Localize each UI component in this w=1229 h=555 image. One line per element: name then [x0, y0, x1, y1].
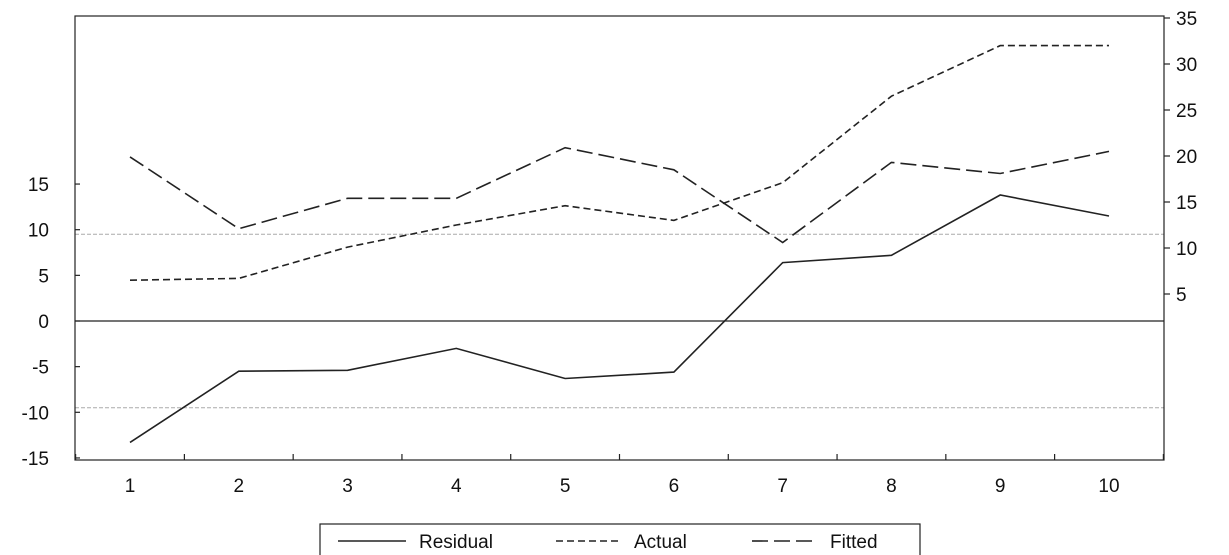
- series-lines: [129, 44, 1110, 444]
- right-tick-label: 15: [1176, 193, 1197, 214]
- series-line-residual: [129, 194, 1110, 444]
- x-tick-label: 7: [777, 476, 788, 497]
- x-axis: 1 2 3 4 5 6 7 8 9 10: [75, 454, 1164, 497]
- right-tick-label: 10: [1176, 239, 1197, 260]
- x-tick-label: 9: [995, 476, 1006, 497]
- x-tick-label: 4: [451, 476, 462, 497]
- left-tick-label: 5: [38, 266, 49, 287]
- x-tick-label: 10: [1098, 476, 1119, 497]
- left-tick-label: 15: [28, 175, 49, 196]
- x-tick-label: 1: [125, 476, 136, 497]
- plot-frame: [74, 15, 1165, 461]
- legend-label-actual: Actual: [634, 532, 687, 553]
- right-tick-label: 5: [1176, 285, 1187, 306]
- legend-label-residual: Residual: [419, 532, 493, 553]
- series-line-actual: [129, 44, 1109, 281]
- legend-box: [319, 523, 921, 555]
- right-tick-label: 30: [1176, 55, 1197, 76]
- left-tick-label: -10: [22, 403, 49, 424]
- left-tick-label: 10: [28, 221, 49, 242]
- x-tick-label: 2: [233, 476, 244, 497]
- left-tick-label: -15: [22, 449, 49, 470]
- reference-lines: [75, 233, 1164, 409]
- right-tick-label: 35: [1176, 9, 1197, 30]
- right-tick-label: 20: [1176, 147, 1197, 168]
- right-axis: 5 10 15 20 25 30 35: [1164, 9, 1197, 306]
- x-tick-label: 6: [669, 476, 680, 497]
- x-tick-label: 5: [560, 476, 571, 497]
- series-line-fitted: [129, 146, 1110, 244]
- left-tick-label: -5: [32, 358, 49, 379]
- legend-label-fitted: Fitted: [830, 532, 878, 553]
- x-tick-label: 8: [886, 476, 897, 497]
- left-tick-label: 0: [38, 312, 49, 333]
- legend: Residual Actual Fitted: [319, 523, 921, 555]
- right-tick-label: 25: [1176, 101, 1197, 122]
- left-axis: -15 -10 -5 0 5 10 15: [22, 175, 80, 470]
- x-tick-label: 3: [342, 476, 353, 497]
